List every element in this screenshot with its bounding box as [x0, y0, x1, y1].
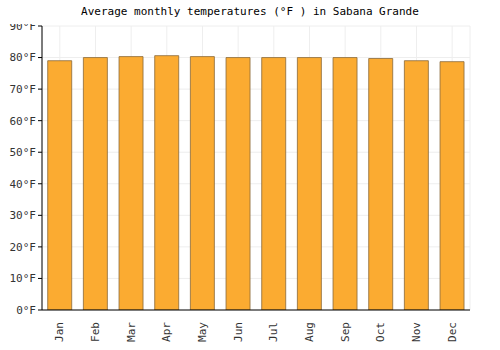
svg-text:Nov: Nov [410, 322, 423, 342]
svg-text:Sep: Sep [339, 322, 352, 342]
svg-text:10°F: 10°F [10, 272, 37, 285]
svg-text:Jul: Jul [267, 322, 280, 342]
svg-text:Aug: Aug [303, 322, 316, 342]
svg-text:70°F: 70°F [10, 83, 37, 96]
svg-text:50°F: 50°F [10, 146, 37, 159]
svg-text:40°F: 40°F [10, 178, 37, 191]
svg-text:Oct: Oct [374, 322, 387, 342]
svg-text:Mar: Mar [125, 322, 138, 342]
svg-text:Apr: Apr [160, 322, 173, 342]
svg-text:Feb: Feb [89, 322, 102, 342]
svg-text:60°F: 60°F [10, 115, 37, 128]
svg-text:May: May [196, 322, 209, 342]
svg-text:Jun: Jun [232, 322, 245, 342]
svg-text:20°F: 20°F [10, 241, 37, 254]
svg-text:80°F: 80°F [10, 51, 37, 64]
svg-text:Jan: Jan [53, 322, 66, 342]
svg-text:30°F: 30°F [10, 209, 37, 222]
html-text:Average monthly temperatures (: Average monthly temperatures (°F ) in Sa… [81, 5, 419, 18]
svg-text:90°F: 90°F [10, 24, 37, 33]
svg-text:Dec: Dec [446, 322, 459, 342]
svg-text:0°F: 0°F [16, 304, 36, 317]
